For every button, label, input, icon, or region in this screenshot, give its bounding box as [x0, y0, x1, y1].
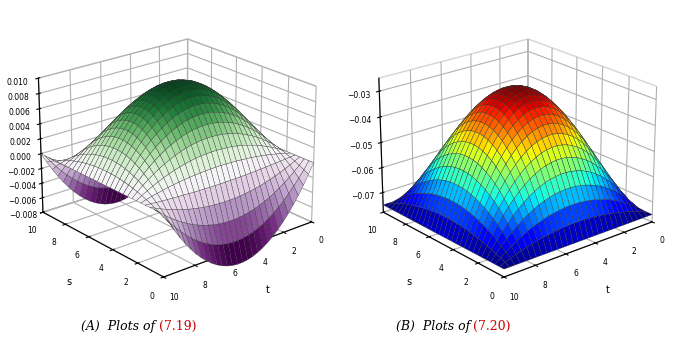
Text: (7.19): (7.19)	[160, 320, 197, 333]
Y-axis label: s: s	[66, 277, 72, 287]
X-axis label: t: t	[265, 285, 269, 295]
Text: (A)  Plots of: (A) Plots of	[81, 320, 159, 333]
X-axis label: t: t	[606, 285, 610, 295]
Text: (7.20): (7.20)	[473, 320, 510, 333]
Text: (B)  Plots of: (B) Plots of	[396, 320, 474, 333]
Y-axis label: s: s	[407, 277, 412, 287]
